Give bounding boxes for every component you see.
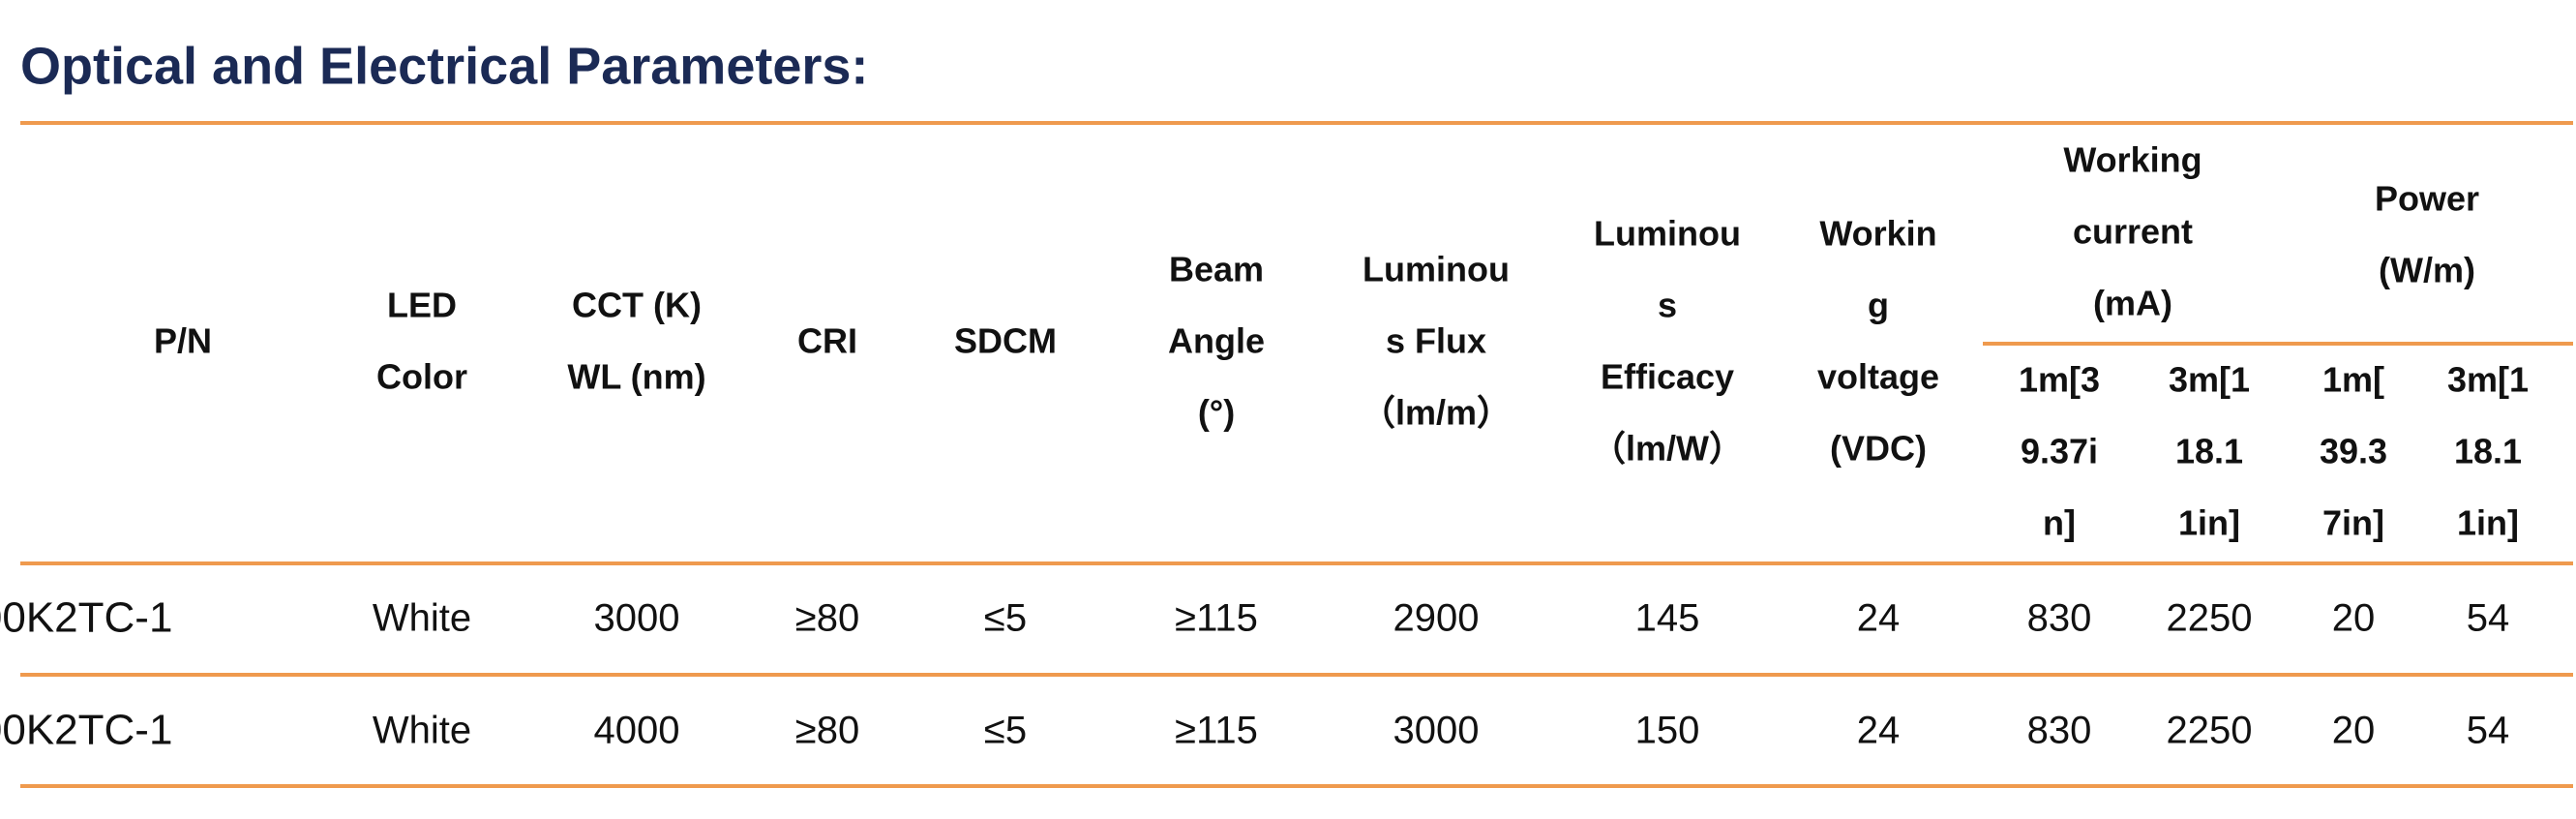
- subcolumn-header: 1in]: [2178, 503, 2240, 543]
- table-cell: 2900: [1393, 597, 1480, 640]
- column-header: g: [1868, 286, 1889, 325]
- column-header: SDCM: [954, 321, 1057, 361]
- table-cell: ≥80: [795, 597, 859, 640]
- column-header: (°): [1198, 393, 1235, 433]
- table-cell: 145: [1635, 597, 1700, 640]
- group-header: current: [2073, 212, 2193, 252]
- table-cell: ≤5: [984, 710, 1027, 752]
- subcolumn-header: 18.1: [2175, 432, 2243, 471]
- column-header: Workin: [1819, 214, 1936, 254]
- column-header: Angle: [1168, 321, 1265, 361]
- table-cell: 830: [2027, 710, 2092, 752]
- column-header: WL (nm): [567, 357, 705, 397]
- subcolumn-header: 39.3: [2320, 432, 2387, 471]
- table-cell: White: [373, 597, 471, 640]
- column-header: voltage: [1817, 357, 1939, 397]
- subcolumn-header: 7in]: [2322, 503, 2384, 543]
- table-cell: 4000: [594, 710, 680, 752]
- column-header: Luminou: [1363, 250, 1510, 289]
- group-header: Working: [2063, 140, 2202, 180]
- subcolumn-header: 3m[1: [2447, 360, 2529, 400]
- column-header: （lm/W）: [1591, 429, 1744, 469]
- subcolumn-header: 1m[: [2322, 360, 2384, 400]
- table-cell: 24: [1857, 597, 1901, 640]
- subcolumn-header: 3m[1: [2169, 360, 2250, 400]
- table-cell: ≥115: [1175, 597, 1258, 640]
- column-header: CCT (K): [572, 286, 702, 325]
- table-cell: 20: [2332, 597, 2376, 640]
- subcolumn-header: 18.1: [2454, 432, 2522, 471]
- table-cell: 150: [1635, 710, 1700, 752]
- table-cell: 830: [2027, 597, 2092, 640]
- column-header: (VDC): [1830, 429, 1927, 469]
- table-cell: White: [373, 710, 471, 752]
- column-header: s Flux: [1386, 321, 1486, 361]
- group-header: (mA): [2093, 284, 2172, 323]
- table-cell: 3000: [1393, 710, 1480, 752]
- page-title: Optical and Electrical Parameters:: [20, 37, 868, 95]
- subcolumn-header: 9.37i: [2021, 432, 2098, 471]
- column-header: Luminou: [1594, 214, 1741, 254]
- column-header: LED: [387, 286, 457, 325]
- subcolumn-header: 1in]: [2457, 503, 2519, 543]
- column-header: P/N: [154, 321, 212, 361]
- table-cell: 2250: [2167, 710, 2253, 752]
- table-cell: 3000: [594, 597, 680, 640]
- table-cell: 54: [2467, 597, 2510, 640]
- column-header: s: [1658, 286, 1677, 325]
- column-header: （lm/m）: [1361, 393, 1512, 433]
- subcolumn-header: 1m[3: [2019, 360, 2100, 400]
- table-cell: 24: [1857, 710, 1901, 752]
- table-cell: RV00K2TC-1: [0, 707, 172, 754]
- table-cell: 20: [2332, 710, 2376, 752]
- group-header: Power: [2375, 179, 2479, 219]
- table-cell: 54: [2467, 710, 2510, 752]
- table-cell: ≤5: [984, 597, 1027, 640]
- column-header: CRI: [797, 321, 857, 361]
- subcolumn-header: n]: [2043, 503, 2076, 543]
- column-header: Efficacy: [1601, 357, 1734, 397]
- table-cell: ≥115: [1175, 710, 1258, 752]
- column-header: Color: [376, 357, 467, 397]
- group-header: (W/m): [2379, 251, 2475, 290]
- table-cell: 2250: [2167, 597, 2253, 640]
- table-cell: RV00K2TC-1: [0, 594, 172, 642]
- column-header: Beam: [1169, 250, 1264, 289]
- table-cell: ≥80: [795, 710, 859, 752]
